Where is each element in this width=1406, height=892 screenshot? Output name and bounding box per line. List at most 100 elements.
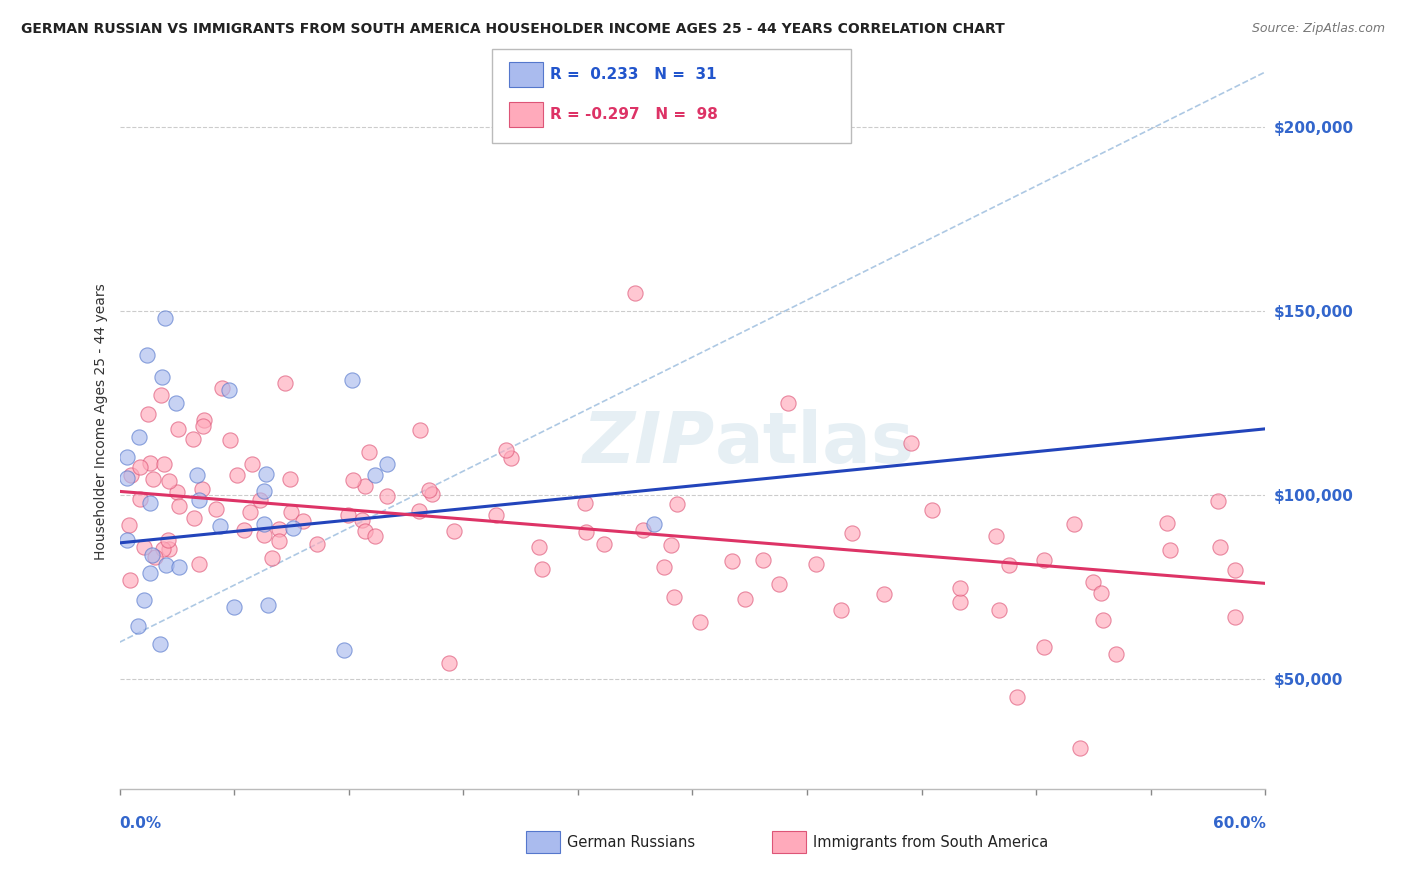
Point xyxy=(342,373,364,387)
Point xyxy=(291,514,314,528)
Point xyxy=(575,524,598,539)
Point xyxy=(643,517,665,532)
Point xyxy=(115,450,138,464)
Text: Immigrants from South America: Immigrants from South America xyxy=(813,835,1047,849)
Y-axis label: Householder Income Ages 25 - 44 years: Householder Income Ages 25 - 44 years xyxy=(94,283,108,560)
Point xyxy=(363,467,385,482)
Point xyxy=(191,483,214,497)
Point xyxy=(830,603,852,617)
Point xyxy=(633,523,655,537)
Point xyxy=(249,493,271,508)
Point xyxy=(900,436,922,450)
Point xyxy=(336,508,359,523)
Point xyxy=(752,552,775,566)
Point xyxy=(117,533,139,547)
Point xyxy=(949,581,972,595)
Point xyxy=(363,529,385,543)
Point xyxy=(262,550,284,565)
Point xyxy=(143,549,166,564)
Point xyxy=(218,383,240,397)
Point xyxy=(873,587,896,601)
Point xyxy=(118,517,141,532)
Point xyxy=(166,484,188,499)
Point xyxy=(734,592,756,607)
Point xyxy=(157,541,180,556)
Point xyxy=(768,577,790,591)
Point xyxy=(662,590,685,604)
Point xyxy=(375,458,398,472)
Point xyxy=(252,483,274,498)
Point xyxy=(1223,609,1246,624)
Point xyxy=(804,557,827,571)
Point xyxy=(1033,553,1056,567)
Point xyxy=(211,381,233,395)
Point xyxy=(139,456,162,470)
Point xyxy=(253,517,276,532)
Point xyxy=(342,473,364,487)
Point xyxy=(156,533,179,547)
Point xyxy=(1081,574,1104,589)
Point xyxy=(193,419,215,434)
Point xyxy=(142,472,165,486)
Point xyxy=(149,637,172,651)
Point xyxy=(205,502,228,516)
Point xyxy=(354,524,377,538)
Point xyxy=(165,396,187,410)
Text: R = -0.297   N =  98: R = -0.297 N = 98 xyxy=(550,107,717,121)
Text: ZIP: ZIP xyxy=(583,409,716,478)
Point xyxy=(652,560,675,574)
Point xyxy=(139,566,162,581)
Text: R =  0.233   N =  31: R = 0.233 N = 31 xyxy=(550,68,717,82)
Point xyxy=(1091,613,1114,627)
Text: atlas: atlas xyxy=(716,409,915,478)
Point xyxy=(139,495,162,509)
Point xyxy=(224,599,246,614)
Point xyxy=(949,595,972,609)
Point xyxy=(127,619,149,633)
Point xyxy=(187,492,209,507)
Point xyxy=(269,534,291,549)
Point xyxy=(353,479,375,493)
Point xyxy=(157,474,180,488)
Point xyxy=(254,467,277,481)
Point xyxy=(186,467,208,482)
Text: 0.0%: 0.0% xyxy=(120,816,162,831)
Point xyxy=(135,348,157,362)
Point xyxy=(665,497,688,511)
Point xyxy=(443,524,465,539)
Point xyxy=(132,593,155,607)
Point xyxy=(219,434,242,448)
Point xyxy=(193,413,215,427)
Point xyxy=(183,511,205,525)
Point xyxy=(841,526,863,541)
Point xyxy=(689,615,711,629)
Point xyxy=(531,562,554,576)
Point xyxy=(136,407,159,421)
Point xyxy=(408,504,430,518)
Point xyxy=(1069,740,1091,755)
Point xyxy=(408,423,430,437)
Point xyxy=(375,489,398,503)
Point xyxy=(350,513,373,527)
Point xyxy=(134,540,156,554)
Point xyxy=(166,422,188,436)
Point xyxy=(149,388,172,402)
Point xyxy=(150,370,173,384)
Point xyxy=(239,505,262,519)
Point xyxy=(593,537,616,551)
Point xyxy=(499,450,522,465)
Point xyxy=(278,472,301,486)
Point xyxy=(120,573,142,587)
Point xyxy=(181,432,204,446)
Point xyxy=(574,496,596,510)
Text: GERMAN RUSSIAN VS IMMIGRANTS FROM SOUTH AMERICA HOUSEHOLDER INCOME AGES 25 - 44 : GERMAN RUSSIAN VS IMMIGRANTS FROM SOUTH … xyxy=(21,22,1005,37)
Point xyxy=(485,508,508,522)
Point xyxy=(998,558,1021,572)
Point xyxy=(167,560,190,574)
Point xyxy=(1104,647,1126,661)
Point xyxy=(307,536,329,550)
Point xyxy=(988,602,1011,616)
Point xyxy=(332,642,354,657)
Point xyxy=(274,376,297,391)
Point xyxy=(527,540,550,554)
